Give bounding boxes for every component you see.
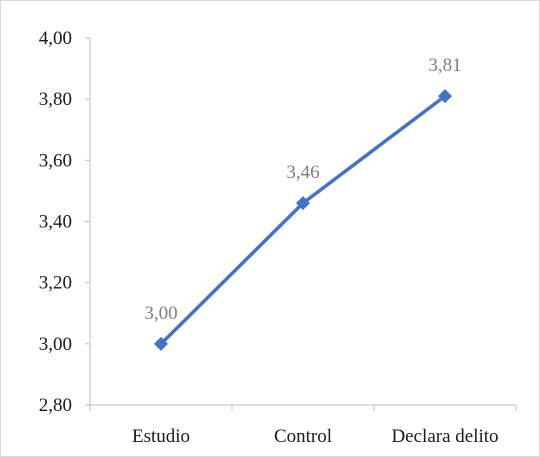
series-line-path: [159, 94, 447, 346]
x-tick-labels: Estudio Control Declara delito: [132, 426, 499, 447]
chart-axes: [85, 37, 517, 411]
y-tick-label: 3,60: [39, 150, 72, 171]
x-tick-label: Declara delito: [391, 426, 498, 447]
data-point-marker: [154, 336, 168, 351]
data-label: 3,81: [428, 55, 461, 76]
series-markers: [154, 89, 452, 351]
y-tick-label: 2,80: [39, 395, 72, 416]
y-tick-label: 3,80: [39, 89, 72, 110]
series-line: [159, 94, 447, 346]
y-tick-labels: 2,80 3,00 3,20 3,40 3,60 3,80 4,00: [39, 28, 72, 416]
x-tick-label: Control: [274, 426, 332, 447]
y-tick-label: 3,40: [39, 212, 72, 233]
data-point-marker: [438, 89, 452, 104]
data-label: 3,00: [144, 303, 177, 324]
data-label: 3,46: [286, 162, 319, 183]
x-tick-label: Estudio: [132, 426, 190, 447]
y-tick-label: 4,00: [39, 28, 72, 49]
y-tick-label: 3,20: [39, 273, 72, 294]
data-labels: 3,00 3,46 3,81: [144, 55, 461, 324]
data-point-marker: [296, 196, 310, 211]
y-tick-label: 3,00: [39, 334, 72, 355]
